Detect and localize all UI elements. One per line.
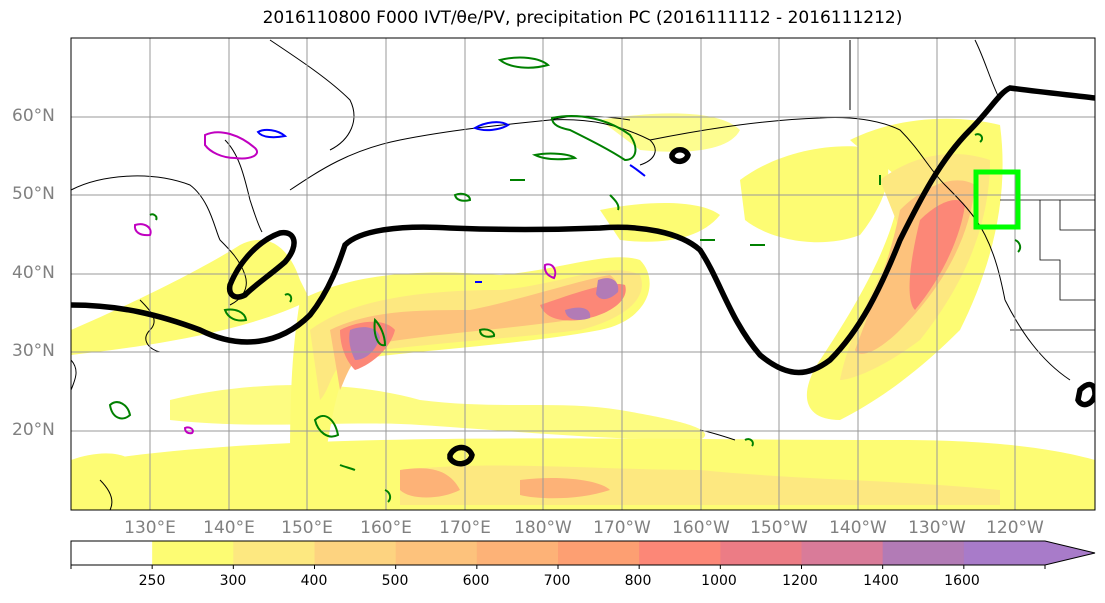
colorbar-tick-label: 1400	[863, 573, 899, 589]
precipitation-box	[973, 169, 1021, 230]
lat-label: 20°N	[12, 420, 55, 440]
lon-label: 160°W	[672, 518, 730, 538]
colorbar-cell	[558, 541, 640, 565]
colorbar-tick-label: 700	[543, 573, 571, 589]
colorbar-outline	[70, 540, 1096, 566]
colorbar-cell	[720, 541, 802, 565]
figure-title: 2016110800 F000 IVT/θe/PV, precipitation…	[262, 8, 903, 28]
pv-contours-other	[133, 121, 646, 435]
lat-label: 40°N	[12, 263, 55, 283]
lon-label: 180°W	[514, 518, 572, 538]
colorbar-tick-label: 800	[624, 573, 652, 589]
colorbar-cell	[963, 541, 1095, 565]
colorbar-cell	[639, 541, 721, 565]
colorbar-tick-label: 1000	[701, 573, 737, 589]
lat-label: 50°N	[12, 184, 55, 204]
lon-label: 160°E	[360, 518, 412, 538]
ivt-shading	[71, 113, 1095, 510]
map-frame	[70, 37, 1096, 511]
colorbar-tick-label: 250	[138, 573, 166, 589]
colorbar-cell	[314, 541, 397, 565]
lon-label: 140°W	[829, 518, 887, 538]
colorbar-tick-label: 600	[462, 573, 490, 589]
colorbar-tick-label: 1200	[782, 573, 818, 589]
colorbar-tick-label: 500	[381, 573, 409, 589]
pv-contours-green	[108, 56, 1022, 503]
lon-label: 150°W	[750, 518, 808, 538]
lon-label: 140°E	[203, 518, 255, 538]
lat-label: 30°N	[12, 341, 55, 361]
colorbar-cell	[882, 541, 965, 565]
colorbar-tick-label: 300	[219, 573, 247, 589]
colorbar-tick-label: 400	[300, 573, 328, 589]
lat-label: 60°N	[12, 106, 55, 126]
lon-label: 170°E	[439, 518, 491, 538]
lon-label: 130°E	[124, 518, 176, 538]
colorbar-tick-label: 1600	[944, 573, 980, 589]
colorbar-cell	[71, 541, 153, 565]
colorbar-cell	[476, 541, 559, 565]
colorbar-cell	[233, 541, 315, 565]
lon-label: 170°W	[593, 518, 651, 538]
lon-label: 130°W	[908, 518, 966, 538]
colorbar-cell	[395, 541, 478, 565]
lon-label: 150°E	[281, 518, 333, 538]
colorbar-cell	[152, 541, 234, 565]
colorbar-cell	[801, 541, 884, 565]
lon-label: 120°W	[986, 518, 1044, 538]
